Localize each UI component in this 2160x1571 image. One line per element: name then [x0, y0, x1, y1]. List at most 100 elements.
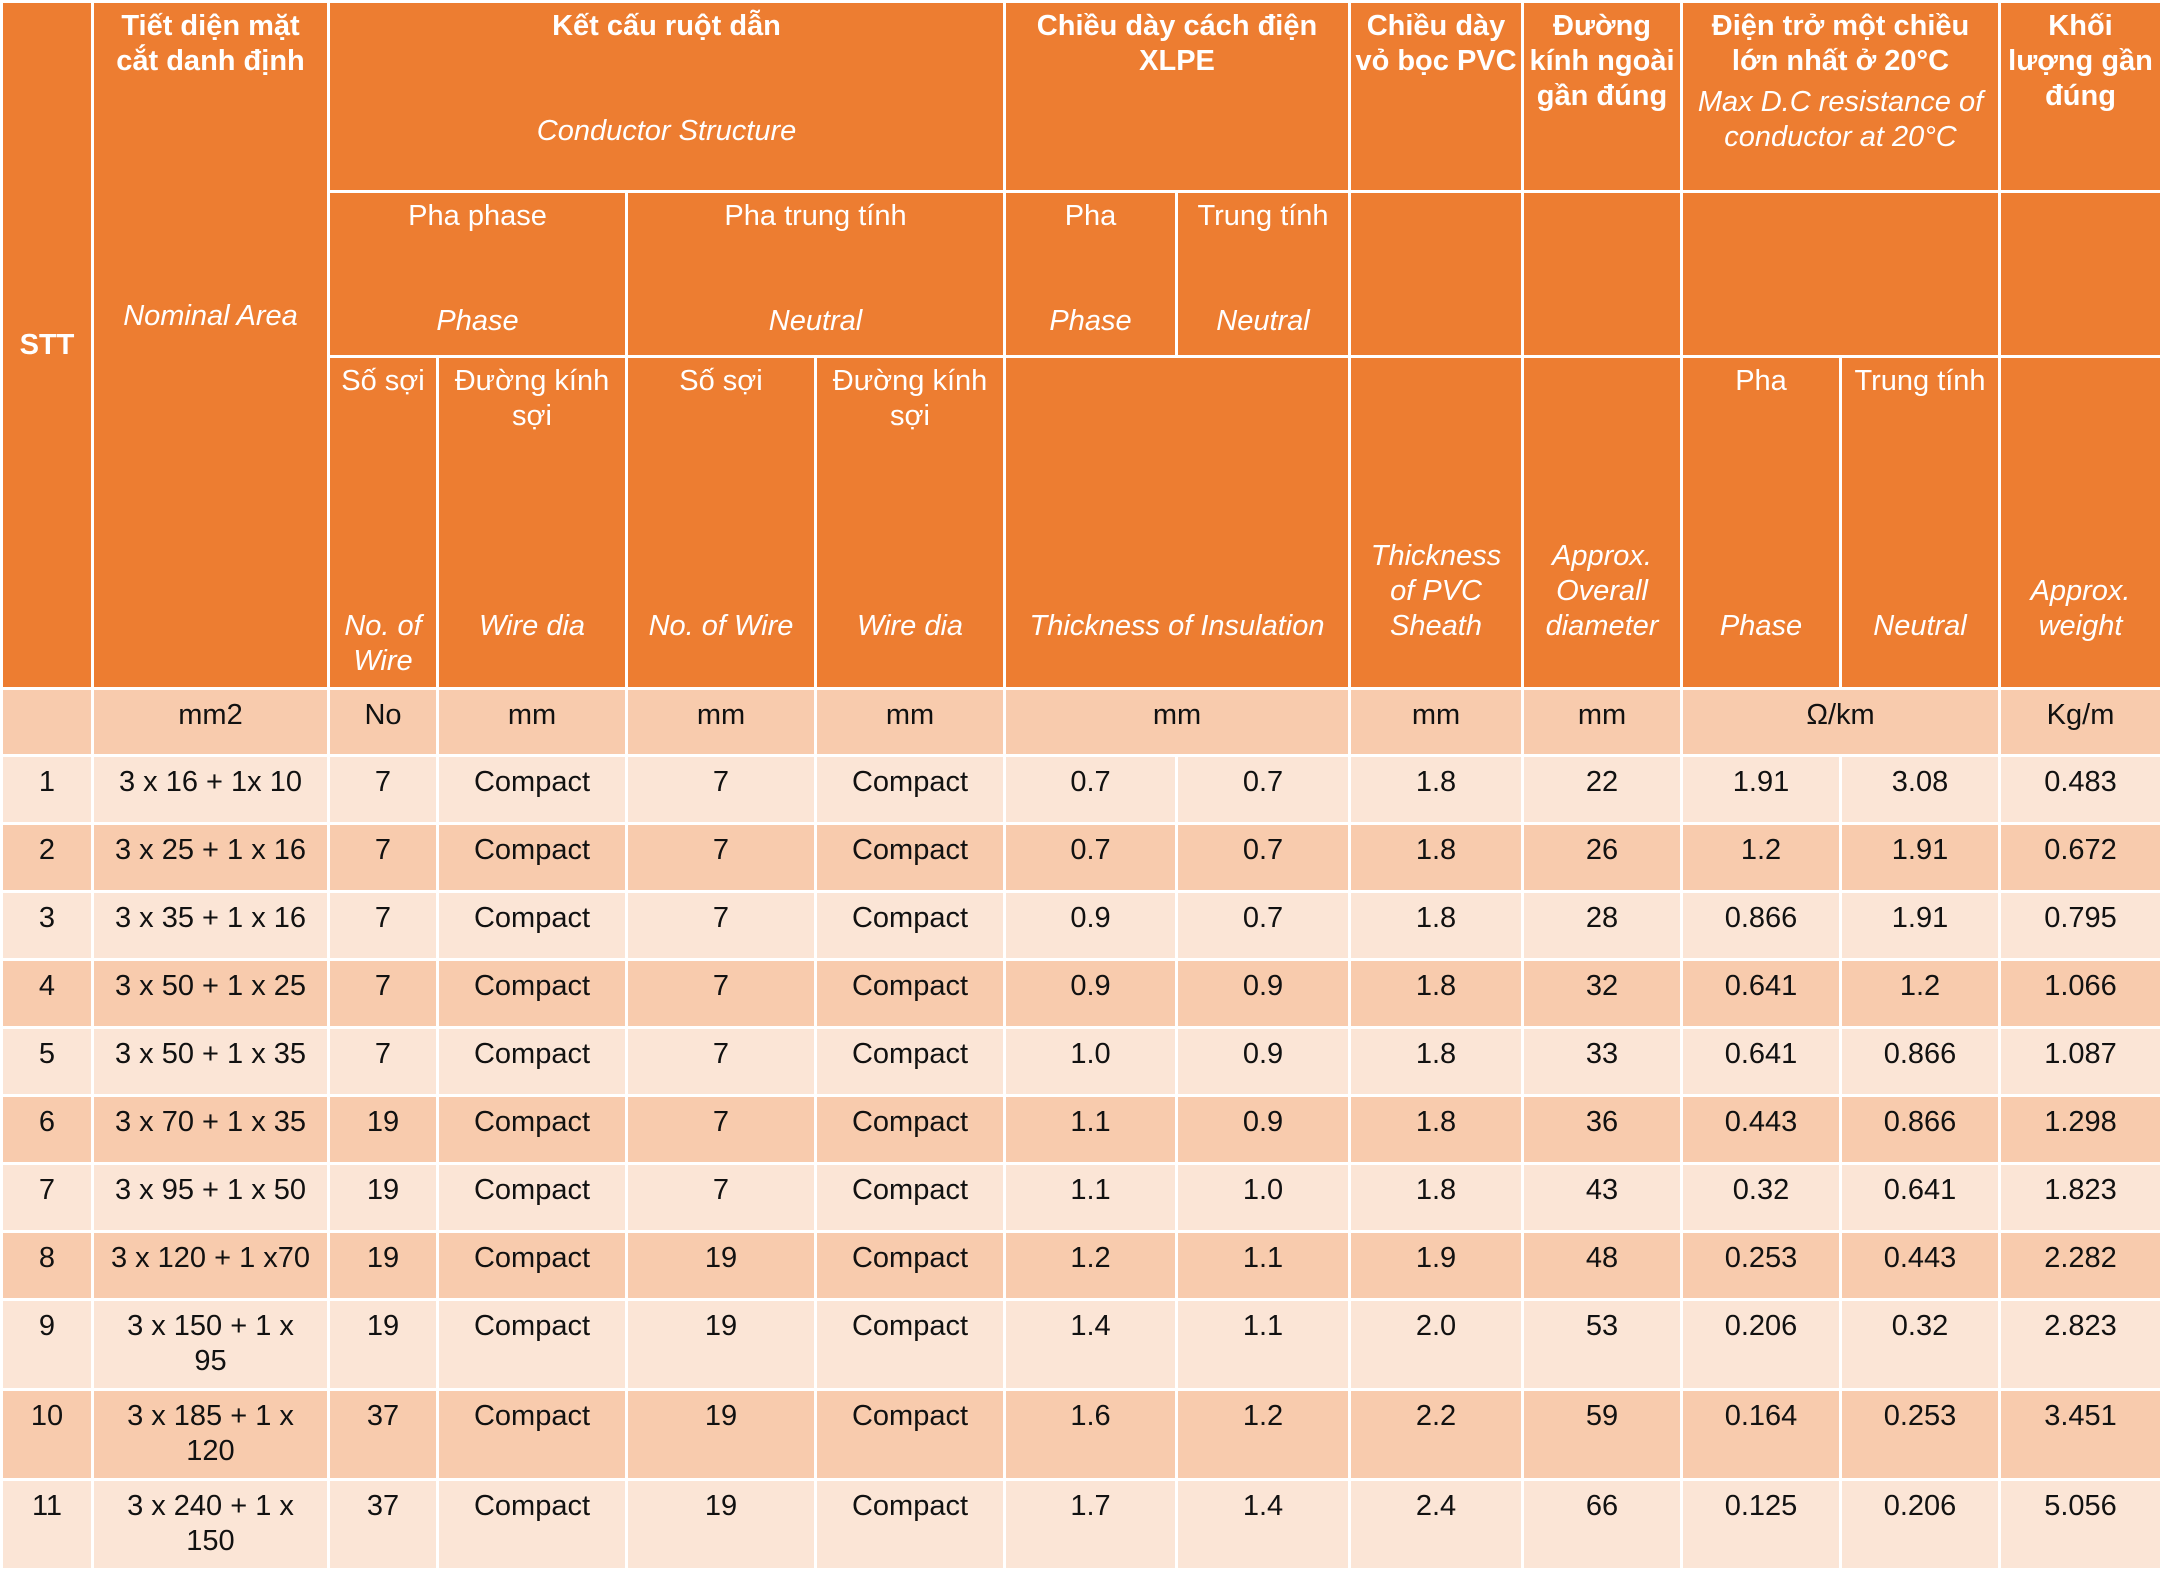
cell-sheath: 1.8 — [1350, 892, 1523, 960]
header-resistance-vi: Điện trở một chiều lớn nhất ở 20°C — [1687, 9, 1994, 79]
header-sheath-vi: Chiều dày vỏ bọc PVC — [1355, 9, 1517, 79]
cell-diameter: 59 — [1523, 1390, 1682, 1480]
cell-diameter: 53 — [1523, 1300, 1682, 1390]
cell-neutral-dia: Compact — [816, 1480, 1005, 1570]
cell-weight: 1.298 — [2000, 1096, 2160, 1164]
header-phase-no-wire-en: No. of Wire — [334, 609, 432, 679]
cell-ins-neutral: 1.1 — [1177, 1300, 1350, 1390]
cell-area: 3 x 50 + 1 x 25 — [93, 960, 329, 1028]
cell-res-phase: 0.253 — [1682, 1232, 1841, 1300]
cell-ins-neutral: 0.7 — [1177, 824, 1350, 892]
cell-neutral-dia: Compact — [816, 756, 1005, 824]
cell-ins-neutral: 0.9 — [1177, 1096, 1350, 1164]
header-ins-neutral-en: Neutral — [1182, 304, 1344, 339]
cell-weight: 2.823 — [2000, 1300, 2160, 1390]
cell-sheath: 1.9 — [1350, 1232, 1523, 1300]
cell-diameter: 32 — [1523, 960, 1682, 1028]
cell-neutral-no: 7 — [627, 892, 816, 960]
header-neutral-wire-dia: Đường kính sợi Wire dia — [816, 357, 1005, 689]
header-ins-phase: Pha Phase — [1005, 192, 1177, 357]
cell-weight: 1.823 — [2000, 1164, 2160, 1232]
units-area: mm2 — [93, 689, 329, 756]
header-weight-blank — [2000, 192, 2160, 357]
cell-res-neutral: 0.443 — [1841, 1232, 2000, 1300]
cell-weight: 5.056 — [2000, 1480, 2160, 1570]
header-stt: STT — [2, 2, 93, 689]
cell-neutral-no: 19 — [627, 1480, 816, 1570]
cell-area: 3 x 35 + 1 x 16 — [93, 892, 329, 960]
cell-ins-phase: 1.7 — [1005, 1480, 1177, 1570]
header-weight-en-label: Approx. weight — [2005, 574, 2156, 644]
cell-stt: 6 — [2, 1096, 93, 1164]
cell-res-neutral: 1.2 — [1841, 960, 2000, 1028]
cell-stt: 11 — [2, 1480, 93, 1570]
cell-sheath: 1.8 — [1350, 756, 1523, 824]
header-phase-no-wire: Số sợi No. of Wire — [329, 357, 438, 689]
cell-stt: 10 — [2, 1390, 93, 1480]
cell-res-neutral: 0.253 — [1841, 1390, 2000, 1480]
cell-ins-neutral: 0.9 — [1177, 1028, 1350, 1096]
cell-neutral-no: 19 — [627, 1232, 816, 1300]
cell-area: 3 x 50 + 1 x 35 — [93, 1028, 329, 1096]
units-stt — [2, 689, 93, 756]
cell-ins-neutral: 0.9 — [1177, 960, 1350, 1028]
cell-phase-dia: Compact — [438, 1232, 627, 1300]
header-resistance-en: Max D.C resistance of conductor at 20°C — [1687, 85, 1994, 155]
cell-ins-phase: 0.7 — [1005, 824, 1177, 892]
header-diameter-blank — [1523, 192, 1682, 357]
cell-neutral-dia: Compact — [816, 892, 1005, 960]
cell-res-neutral: 3.08 — [1841, 756, 2000, 824]
cell-phase-dia: Compact — [438, 756, 627, 824]
cell-sheath: 1.8 — [1350, 824, 1523, 892]
header-res-neutral-en: Neutral — [1846, 609, 1994, 644]
header-resistance-blank — [1682, 192, 2000, 357]
header-resistance: Điện trở một chiều lớn nhất ở 20°C Max D… — [1682, 2, 2000, 192]
header-res-phase-en: Phase — [1687, 609, 1835, 644]
cell-weight: 3.451 — [2000, 1390, 2160, 1480]
cell-ins-neutral: 0.7 — [1177, 892, 1350, 960]
cell-res-phase: 0.866 — [1682, 892, 1841, 960]
cell-res-phase: 0.125 — [1682, 1480, 1841, 1570]
cell-phase-dia: Compact — [438, 960, 627, 1028]
cell-neutral-dia: Compact — [816, 1028, 1005, 1096]
cell-ins-phase: 1.6 — [1005, 1390, 1177, 1480]
cell-res-neutral: 0.866 — [1841, 1028, 2000, 1096]
header-weight-vi: Khối lượng gần đúng — [2005, 9, 2156, 114]
units-weight: Kg/m — [2000, 689, 2160, 756]
cell-diameter: 36 — [1523, 1096, 1682, 1164]
cell-ins-phase: 0.9 — [1005, 960, 1177, 1028]
cell-phase-dia: Compact — [438, 1480, 627, 1570]
header-phase-group: Pha phase Phase — [329, 192, 627, 357]
cell-neutral-dia: Compact — [816, 1390, 1005, 1480]
units-neutral-no: mm — [627, 689, 816, 756]
cell-sheath: 1.8 — [1350, 1028, 1523, 1096]
cell-area: 3 x 185 + 1 x 120 — [93, 1390, 329, 1480]
header-row-1: STT Tiết diện mặt cắt danh định Nominal … — [2, 2, 2160, 192]
cell-neutral-no: 19 — [627, 1300, 816, 1390]
header-stt-label: STT — [7, 328, 87, 363]
header-conductor-structure: Kết cấu ruột dẫn Conductor Structure — [329, 2, 1005, 192]
header-res-phase-vi: Pha — [1687, 364, 1835, 399]
cell-weight: 0.672 — [2000, 824, 2160, 892]
cell-sheath: 1.8 — [1350, 1164, 1523, 1232]
header-phase-wire-dia-vi: Đường kính sợi — [443, 364, 621, 434]
header-neutral-wire-dia-vi: Đường kính sợi — [821, 364, 999, 434]
cell-diameter: 66 — [1523, 1480, 1682, 1570]
header-ins-phase-vi: Pha — [1010, 199, 1171, 234]
cell-ins-phase: 0.7 — [1005, 756, 1177, 824]
cell-sheath: 1.8 — [1350, 960, 1523, 1028]
cell-res-neutral: 1.91 — [1841, 824, 2000, 892]
cell-res-neutral: 0.866 — [1841, 1096, 2000, 1164]
cell-ins-neutral: 1.0 — [1177, 1164, 1350, 1232]
header-sheath-blank — [1350, 192, 1523, 357]
header-res-phase: Pha Phase — [1682, 357, 1841, 689]
header-neutral-wire-dia-en: Wire dia — [821, 609, 999, 644]
cell-weight: 2.282 — [2000, 1232, 2160, 1300]
header-conductor-structure-en: Conductor Structure — [334, 114, 999, 149]
cell-stt: 5 — [2, 1028, 93, 1096]
cell-res-phase: 0.641 — [1682, 1028, 1841, 1096]
